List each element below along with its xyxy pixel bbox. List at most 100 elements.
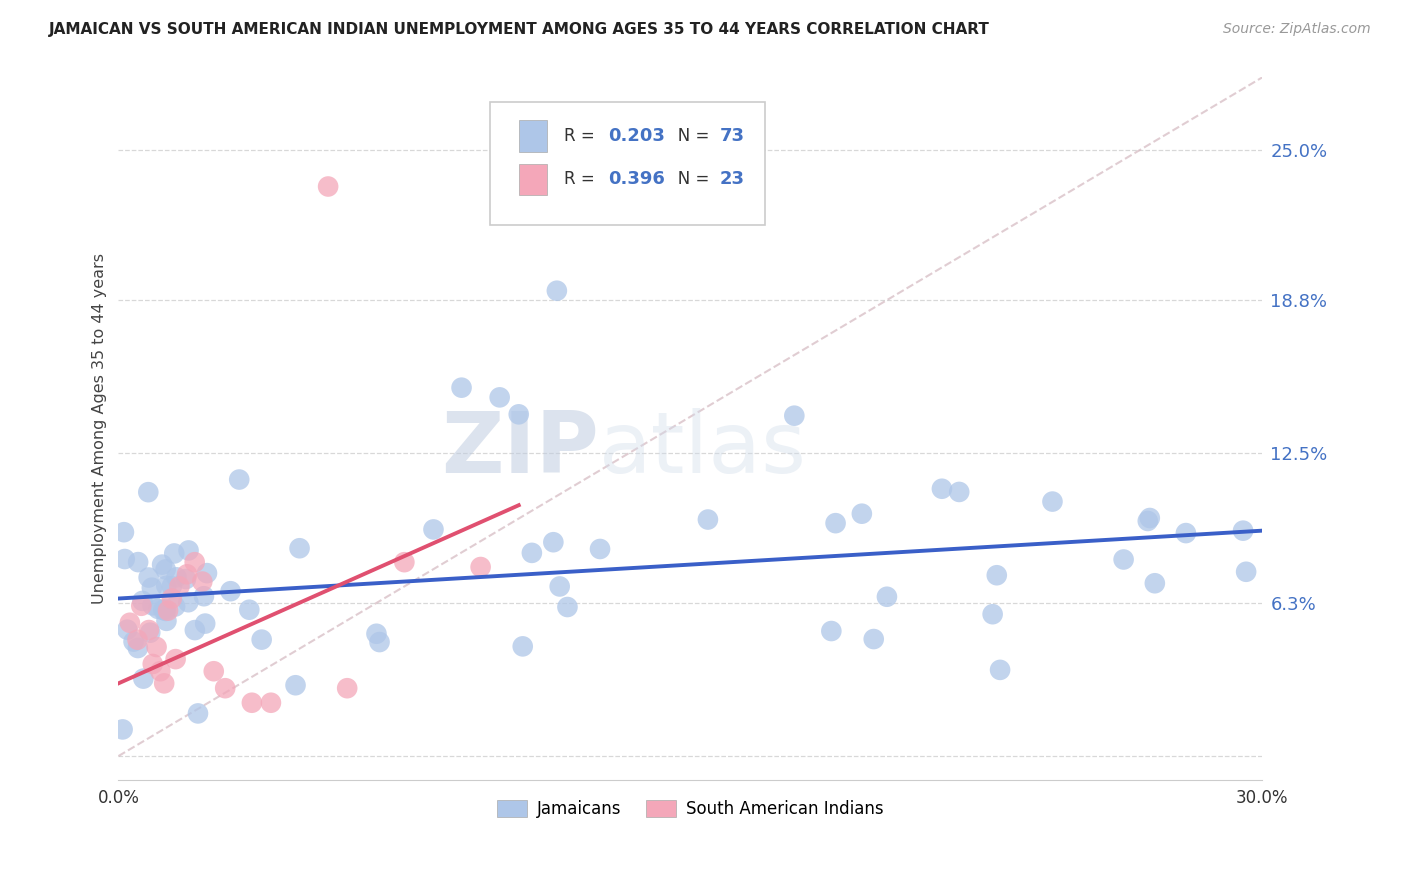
Point — [240, 696, 263, 710]
Point — [546, 284, 568, 298]
Point — [112, 525, 135, 540]
Point — [155, 604, 177, 618]
Point — [316, 179, 339, 194]
Legend: Jamaicans, South American Indians: Jamaicans, South American Indians — [491, 793, 890, 825]
Point — [191, 574, 214, 589]
Point — [138, 570, 160, 584]
Point — [117, 623, 139, 637]
Point — [146, 602, 169, 616]
Point — [1174, 526, 1197, 541]
Point — [931, 482, 953, 496]
Point — [250, 632, 273, 647]
Text: atlas: atlas — [599, 409, 807, 491]
Text: 0.203: 0.203 — [607, 127, 665, 145]
Point — [152, 603, 174, 617]
Point — [122, 634, 145, 648]
Point — [422, 523, 444, 537]
Point — [118, 615, 141, 630]
Point — [1232, 524, 1254, 538]
Point — [783, 409, 806, 423]
Point — [557, 600, 579, 615]
FancyBboxPatch shape — [519, 163, 547, 195]
Point — [336, 681, 359, 696]
Point — [508, 407, 530, 421]
Point — [156, 604, 179, 618]
Text: JAMAICAN VS SOUTH AMERICAN INDIAN UNEMPLOYMENT AMONG AGES 35 TO 44 YEARS CORRELA: JAMAICAN VS SOUTH AMERICAN INDIAN UNEMPL… — [49, 22, 990, 37]
Point — [163, 546, 186, 560]
Text: 73: 73 — [720, 127, 745, 145]
Point — [824, 516, 846, 531]
Point — [187, 706, 209, 721]
Point — [132, 672, 155, 686]
Point — [127, 555, 149, 569]
Point — [139, 625, 162, 640]
Point — [202, 665, 225, 679]
Point — [450, 381, 472, 395]
Point — [155, 602, 177, 616]
Point — [195, 566, 218, 581]
Point — [696, 512, 718, 526]
Point — [166, 570, 188, 584]
Point — [141, 581, 163, 595]
Point — [520, 546, 543, 560]
Point — [177, 595, 200, 609]
Point — [1112, 552, 1135, 566]
Point — [1042, 494, 1064, 508]
Point — [160, 579, 183, 593]
Point — [184, 623, 207, 637]
Point — [194, 616, 217, 631]
Point — [177, 543, 200, 558]
Point — [155, 562, 177, 576]
Point — [155, 614, 177, 628]
Point — [986, 568, 1008, 582]
Point — [488, 390, 510, 404]
Text: R =: R = — [564, 127, 600, 145]
Point — [512, 640, 534, 654]
Point — [160, 591, 183, 606]
Point — [948, 485, 970, 500]
Point — [111, 723, 134, 737]
Point — [136, 485, 159, 500]
Point — [149, 665, 172, 679]
Point — [193, 589, 215, 603]
Point — [114, 552, 136, 566]
Point — [1136, 514, 1159, 528]
Point — [150, 558, 173, 572]
FancyBboxPatch shape — [519, 120, 547, 152]
Point — [851, 507, 873, 521]
Point — [138, 623, 160, 637]
Point — [214, 681, 236, 696]
Point — [981, 607, 1004, 622]
Point — [176, 567, 198, 582]
Text: 0.396: 0.396 — [607, 170, 665, 188]
Point — [238, 603, 260, 617]
Point — [548, 579, 571, 593]
Text: 23: 23 — [720, 170, 745, 188]
Point — [131, 599, 153, 613]
Point — [589, 541, 612, 556]
Point — [165, 599, 187, 614]
Point — [127, 632, 149, 647]
Text: R =: R = — [564, 170, 600, 188]
Point — [288, 541, 311, 556]
Text: ZIP: ZIP — [441, 409, 599, 491]
Point — [155, 579, 177, 593]
Point — [145, 640, 167, 654]
Point — [470, 560, 492, 574]
Point — [988, 663, 1011, 677]
Point — [368, 635, 391, 649]
Point — [153, 676, 176, 690]
Point — [394, 555, 416, 569]
Point — [165, 652, 187, 666]
Point — [127, 640, 149, 655]
Point — [1234, 565, 1257, 579]
Point — [131, 594, 153, 608]
Point — [366, 626, 388, 640]
Point — [1139, 511, 1161, 525]
Point — [260, 696, 283, 710]
Point — [876, 590, 898, 604]
Text: Source: ZipAtlas.com: Source: ZipAtlas.com — [1223, 22, 1371, 37]
Point — [228, 473, 250, 487]
Point — [183, 555, 205, 569]
Point — [543, 535, 565, 549]
